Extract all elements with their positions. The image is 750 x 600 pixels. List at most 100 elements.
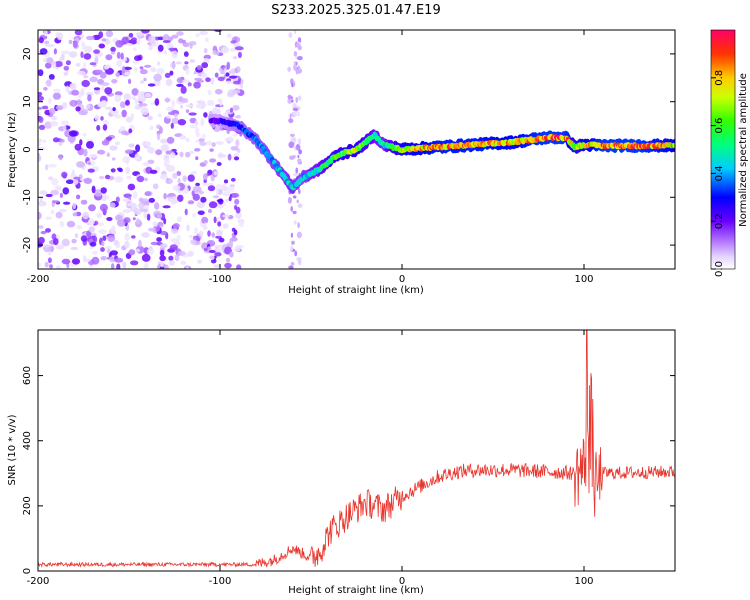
spectrogram-noise-blob: [159, 173, 168, 180]
spectrogram-noise-blob: [114, 257, 124, 263]
spectrogram-noise-blob: [215, 184, 223, 190]
spectrogram-noise-blob: [195, 104, 202, 109]
spectrogram-noise-blob: [208, 255, 215, 261]
spectrogram-noise-blob: [48, 97, 52, 104]
spectrogram-noise-blob: [138, 197, 144, 203]
spectrogram-noise-blob: [88, 226, 95, 233]
snr-y-tick-label: 200: [22, 496, 33, 515]
spectrogram-noise-blob: [83, 53, 92, 60]
spectrogram-noise-blob: [287, 98, 293, 104]
spectrogram-noise-blob: [164, 264, 169, 269]
spectrogram-noise-blob: [194, 120, 199, 126]
spectrogram-noise-blob: [101, 85, 105, 91]
spectrogram-noise-blob: [229, 251, 234, 258]
spectrogram-noise-blob: [166, 106, 175, 112]
spectrogram-noise-blob: [134, 104, 141, 110]
spectrogram-noise-blob: [209, 158, 217, 163]
spectrogram-noise-blob: [120, 52, 124, 60]
spectrogram-noise-blob: [124, 72, 131, 76]
spectrogram-noise-blob: [297, 65, 300, 71]
spectrogram-noise-blob: [48, 163, 57, 168]
spectrogram-noise-blob: [207, 89, 212, 96]
spectrogram-noise-blob: [98, 229, 107, 234]
spectrogram-noise-blob: [229, 107, 234, 113]
spectrogram-noise-blob: [39, 48, 48, 55]
spectrogram-noise-blob: [207, 185, 216, 192]
spectrogram-noise-blob: [230, 68, 237, 75]
spectrogram-noise-blob: [94, 114, 100, 121]
spectrogram-noise-blob: [152, 221, 158, 227]
spectrogram-noise-blob: [102, 235, 107, 241]
spectrogram-noise-blob: [297, 155, 300, 158]
spectrogram-x-tick-label: 100: [574, 274, 593, 285]
spectrogram-noise-blob: [122, 156, 131, 163]
spectrogram-noise-blob: [143, 210, 147, 219]
spectrogram-noise-blob: [63, 72, 68, 76]
spectrogram-noise-blob: [38, 236, 45, 244]
spectrogram-noise-blob: [160, 230, 168, 236]
spectrogram-noise-blob: [74, 233, 79, 239]
spectrogram-noise-blob: [111, 263, 115, 269]
spectrogram-noise-blob: [230, 146, 239, 151]
spectrogram-noise-blob: [131, 235, 136, 239]
spectrogram-noise-blob: [63, 201, 71, 205]
spectrogram-noise-blob: [197, 210, 205, 216]
spectrogram-noise-blob: [88, 204, 96, 212]
spectrogram-noise-blob: [71, 238, 77, 244]
spectrogram-noise-blob: [139, 208, 149, 212]
spectrogram-noise-blob: [126, 175, 132, 180]
spectrogram-noise-blob: [38, 138, 43, 143]
spectrogram-noise-blob: [166, 115, 171, 119]
spectrogram-noise-blob: [52, 92, 62, 100]
spectrogram-noise-blob: [114, 94, 122, 103]
spectrogram-noise-blob: [215, 187, 219, 196]
spectrogram-noise-blob: [203, 112, 208, 118]
spectrogram-noise-blob: [197, 79, 205, 83]
spectrogram-noise-blob: [235, 66, 241, 73]
spectrogram-noise-blob: [237, 51, 242, 59]
spectrogram-noise-blob: [232, 80, 241, 85]
spectrogram-noise-blob: [210, 77, 215, 86]
colorbar: 0.0 0.2 0.4 0.6 0.8 Normalized spectral ampl…: [710, 29, 749, 277]
spectrogram-noise-blob: [182, 175, 187, 182]
spectrogram-noise-blob: [72, 40, 78, 48]
spectrogram-y-tick-label: 0: [22, 146, 33, 152]
spectrogram-noise-blob: [171, 50, 178, 59]
spectrogram-noise-blob: [230, 177, 236, 182]
spectrogram-noise-blob: [179, 135, 187, 140]
spectrogram-noise-blob: [188, 235, 194, 239]
spectrogram-noise-blob: [156, 132, 161, 141]
spectrogram-noise-blob: [147, 146, 155, 154]
spectrogram-noise-blob: [72, 202, 77, 210]
spectrogram-noise-blob: [128, 143, 135, 148]
spectrogram-noise-blob: [94, 189, 103, 197]
spectrogram-noise-blob: [231, 192, 240, 198]
spectrogram-noise-blob: [100, 82, 110, 86]
spectrogram-noise-blob: [45, 193, 53, 198]
spectrogram-noise-blob: [105, 174, 111, 180]
spectrogram-noise-blob: [70, 246, 79, 251]
spectrogram-noise-blob: [43, 139, 47, 143]
spectrogram-noise-blob: [44, 121, 53, 129]
spectrogram-noise-blob: [65, 60, 71, 66]
spectrogram-noise-blob: [134, 55, 142, 61]
spectrogram-noise-blob: [168, 111, 175, 116]
spectrogram-noise-blob: [125, 166, 130, 175]
spectrogram-noise-blob: [143, 77, 147, 82]
spectrogram-noise-blob: [99, 71, 107, 79]
spectrogram-noise-blob: [295, 143, 301, 151]
spectrogram-noise-blob: [223, 179, 229, 184]
spectrogram-noise-blob: [95, 69, 103, 74]
spectrogram-noise-blob: [59, 221, 65, 227]
spectrogram-noise-blob: [125, 43, 133, 47]
spectrogram-noise-blob: [139, 66, 144, 70]
spectrogram-noise-blob: [101, 38, 107, 42]
spectrogram-noise-blob: [101, 140, 110, 146]
spectrogram-noise-blob: [139, 69, 148, 75]
spectrogram-noise-blob: [170, 122, 174, 129]
spectrogram-noise-blob: [298, 149, 302, 155]
spectrogram-noise-blob: [176, 83, 184, 87]
snr-line: [38, 330, 675, 568]
spectrogram-x-tick-label: 0: [399, 274, 405, 285]
spectrogram-noise-blob: [62, 187, 70, 195]
